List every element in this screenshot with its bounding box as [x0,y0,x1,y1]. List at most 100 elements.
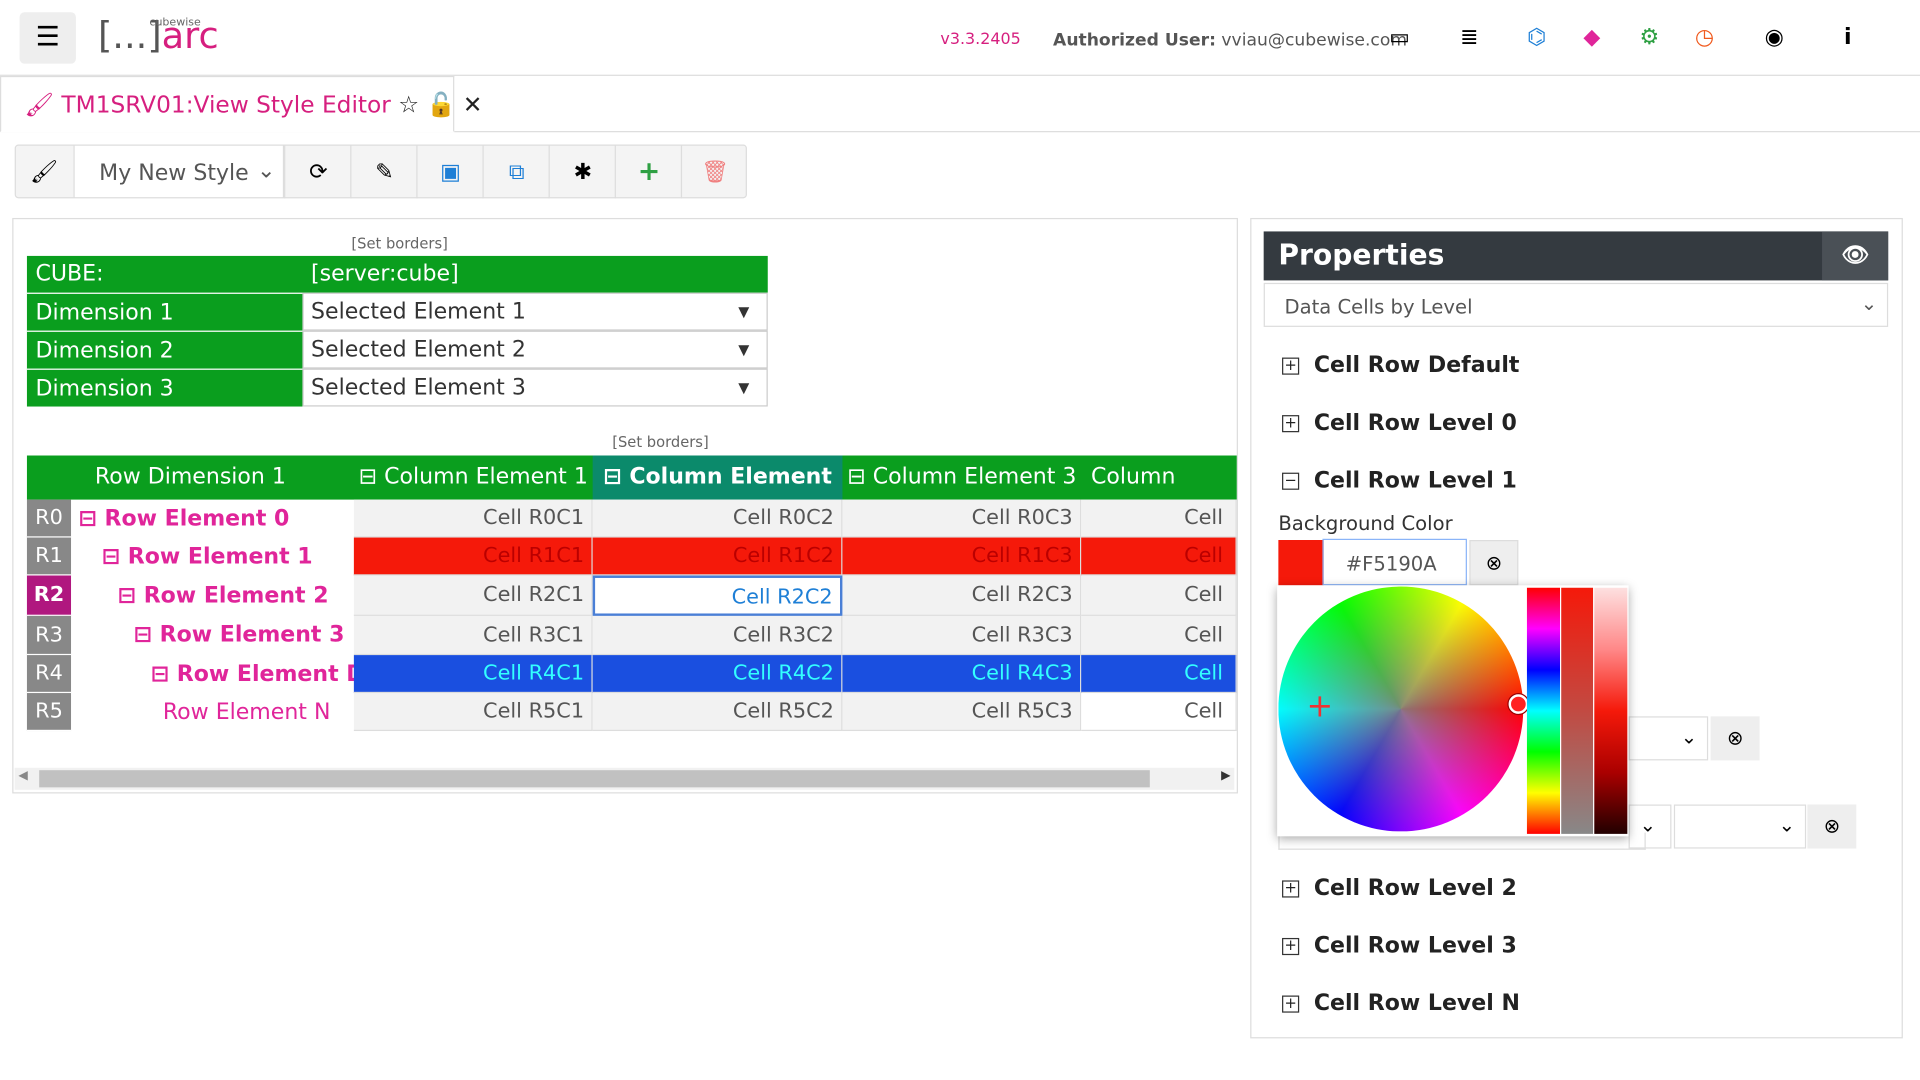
clear-button[interactable]: ⊗ [1807,804,1857,849]
select[interactable]: ⌄ [1628,716,1709,761]
lightness-bar[interactable] [1594,587,1628,834]
hue-bar[interactable] [1526,587,1560,834]
tab-title-text: TM1SRV01:View Style Editor [61,91,391,119]
data-cell[interactable]: Cell R3C4 [1081,615,1237,656]
style-select[interactable]: My New Style ⌄ [73,144,285,199]
copy-button[interactable]: ⧉ [482,144,549,199]
data-cell[interactable]: Cell R2C4 [1081,575,1237,616]
row-label[interactable]: ⊟ Row Element 1 [101,543,313,570]
data-cell[interactable]: Cell R5C2 [592,693,843,732]
icon-clock[interactable]: ◷ [1694,24,1715,51]
delete-button[interactable]: 🗑 [680,144,748,199]
background-label: Background Color [1278,511,1453,536]
section-header[interactable]: + Cell Row Level 3 [1282,933,1517,959]
data-cell[interactable]: Cell R3C3 [842,615,1082,656]
row-label[interactable]: Row Element N [162,699,331,725]
scrollbar[interactable]: ◀ ▶ [14,767,1235,790]
column-header[interactable]: ⊟ Column Element 2 [592,455,843,500]
asterisk-button[interactable]: ✱ [548,144,616,199]
data-cell[interactable]: Cell R5C3 [842,693,1082,732]
color-swatch[interactable] [1278,540,1324,586]
clear-button[interactable]: ⊗ [1710,716,1760,761]
row-label[interactable]: ⊟ Row Element 3 [133,622,345,648]
section-title: Cell Row Level 1 [1313,467,1517,494]
row-id: R4 [26,655,72,694]
color-wheel[interactable] [1278,586,1524,832]
section-header[interactable]: + Cell Row Default [1282,352,1520,379]
icon-settings[interactable]: ⚙ [1639,24,1660,51]
menu-button[interactable]: ☰ [19,12,76,64]
column-header[interactable]: ⊟ Column Element 3 [847,464,1077,490]
data-cell[interactable]: Cell R2C1 [353,575,593,616]
select[interactable]: ⌄ [1628,804,1672,849]
data-cell[interactable]: Cell R3C2 [592,615,843,656]
dimension-select[interactable]: Selected Element 3 ▾ [302,368,768,407]
data-cell[interactable]: Cell R4C1 [353,655,593,694]
color-input[interactable]: #F5190A [1322,538,1467,586]
properties-panel [1250,217,1903,1039]
icon-hierarchy[interactable]: ⌬ [1527,24,1547,51]
data-cell[interactable]: Cell R1C4 [1081,537,1237,576]
icon-card[interactable]: ▭ [1389,24,1410,51]
data-cell[interactable]: Cell R4C2 [592,655,843,694]
select[interactable]: ⌄ [1673,804,1807,849]
color-picker[interactable]: + [1277,585,1629,837]
version: v3.3.2405 [940,30,1021,49]
clear-button[interactable]: ⊗ [1469,540,1519,586]
saturation-bar[interactable] [1561,587,1594,834]
data-cell[interactable]: Cell R0C2 [592,499,843,538]
row-id: R1 [26,537,72,576]
save-button[interactable]: ▣ [416,144,483,199]
data-cell[interactable]: Cell R1C2 [592,537,843,576]
data-cell[interactable]: Cell R3C1 [353,615,593,656]
data-cell[interactable]: Cell R2C3 [842,575,1082,616]
logo[interactable]: [...]arc [97,14,219,58]
data-cell[interactable]: Cell R0C3 [842,499,1082,538]
data-cell[interactable]: Cell R1C3 [842,537,1082,576]
toggle-view[interactable]: 👁 [1822,231,1889,281]
data-cell[interactable]: Cell R1C1 [353,537,593,576]
icon-user[interactable]: ◉ [1764,24,1784,51]
cube-label: CUBE: [35,260,104,287]
section-header[interactable]: + Cell Row Level N [1282,991,1520,1016]
dimension-select[interactable]: Selected Element 1 ▾ [302,292,768,331]
row-label[interactable]: ⊟ Row Element 2 [117,582,329,609]
row-label[interactable]: ⊟ Row Element 0 [78,505,290,532]
section-header[interactable]: + Cell Row Level 0 [1282,410,1517,436]
column-header[interactable]: Column Element 4 [1091,464,1176,490]
level-select[interactable]: Data Cells by Level ⌄ [1263,282,1889,327]
data-cell[interactable]: Cell R4C4 [1081,655,1237,694]
properties-header: Properties 👁 [1263,231,1889,281]
data-cell[interactable]: Cell R0C1 [353,499,593,538]
icon-cube[interactable]: ◆ [1583,24,1601,51]
header [0,0,1920,76]
edit-button[interactable]: ✎ [350,144,417,199]
section-header[interactable]: − Cell Row Level 1 [1282,467,1517,494]
section-title: Cell Row Level 2 [1313,875,1517,902]
refresh-button[interactable]: ⟳ [284,144,351,199]
add-button[interactable]: + [614,144,682,199]
cube-value: [server:cube] [311,260,459,287]
data-cell[interactable]: Cell R4C3 [842,655,1082,694]
brand: cubewise [149,17,201,30]
data-cell[interactable]: Cell R0C4 [1081,499,1237,538]
section-title: Cell Row Default [1313,352,1520,379]
wheel-handle[interactable] [1508,694,1529,714]
dimension-label: Dimension 2 [26,330,303,369]
icon-info[interactable]: i [1843,24,1852,51]
set-borders[interactable]: [Set borders] [351,235,448,253]
brush-button[interactable]: 🖌 [30,158,59,185]
set-borders[interactable]: [Set borders] [612,433,709,451]
tab[interactable] [0,75,455,133]
icon-list[interactable]: ≣ [1460,24,1479,51]
data-cell[interactable]: Cell R5C1 [353,693,593,732]
dimension-select[interactable]: Selected Element 2 ▾ [302,330,768,369]
column-header[interactable]: ⊟ Column Element 1 [358,464,588,490]
row-label[interactable]: ⊟ Row Element D [150,661,365,687]
section-header[interactable]: + Cell Row Level 2 [1282,875,1517,902]
data-cell[interactable]: Cell R2C2 [592,575,843,616]
tab-bar [0,131,1920,133]
tab-title[interactable]: 🖌 TM1SRV01:View Style Editor ☆ 🔓 ✕ [24,91,483,119]
data-cell[interactable]: Cell R5C4 [1081,693,1237,732]
